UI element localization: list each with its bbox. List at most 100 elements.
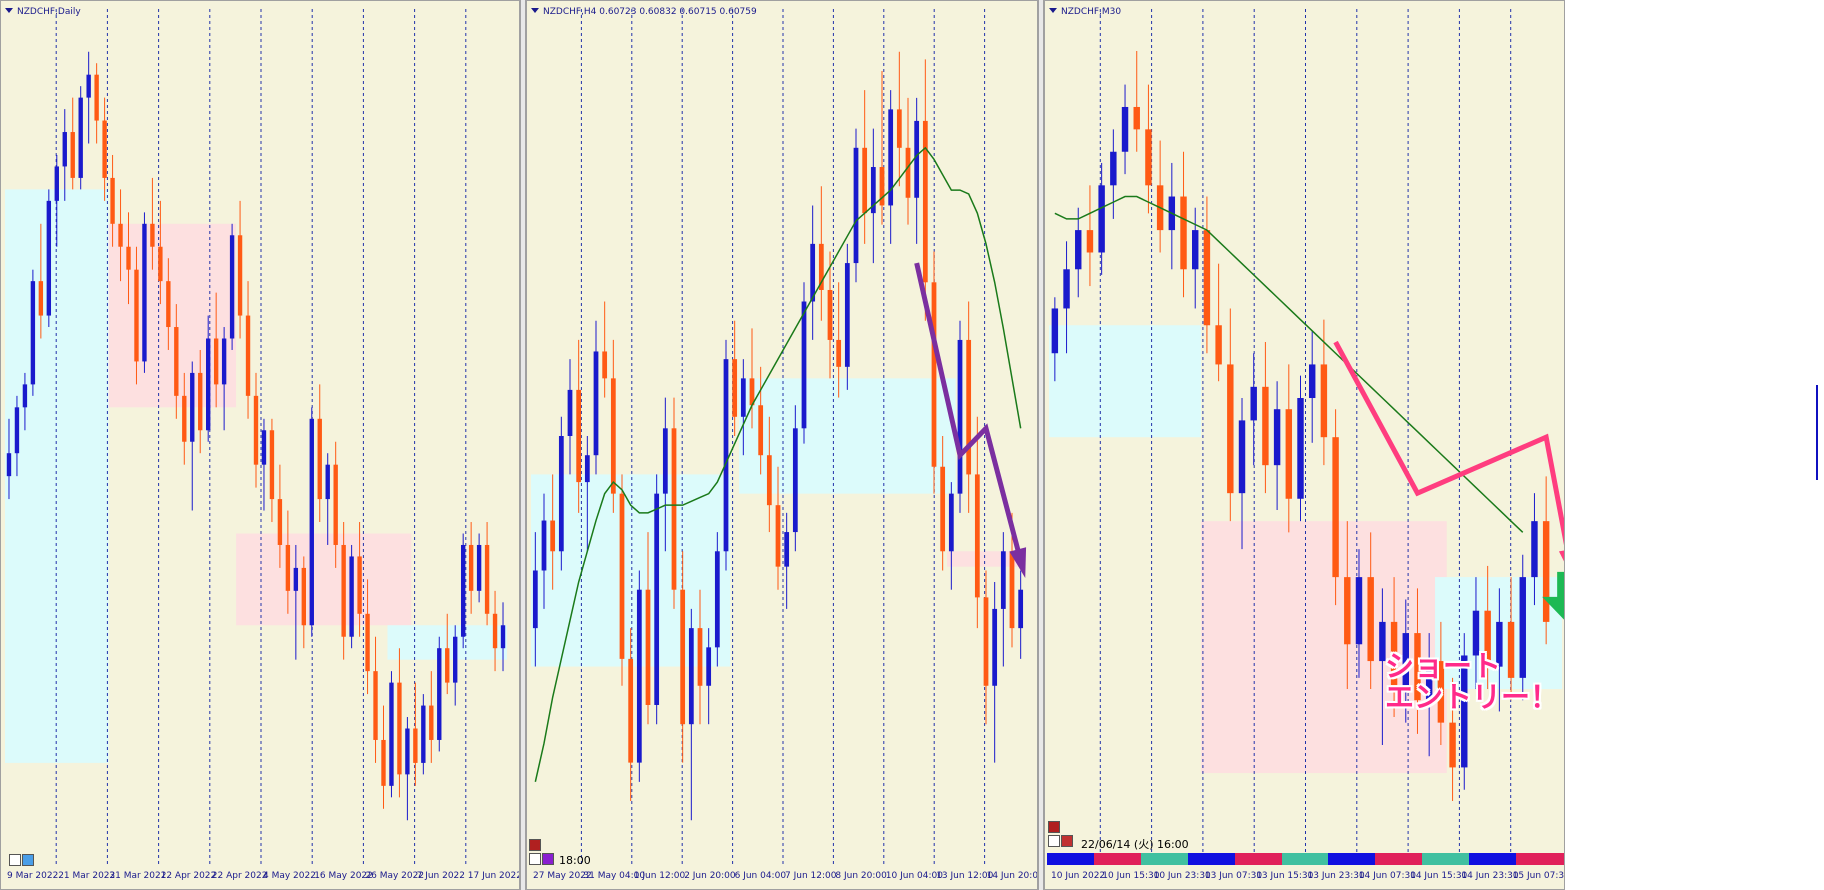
- candle-body: [1018, 589, 1024, 629]
- candle-body: [429, 705, 434, 740]
- candle-body: [70, 132, 75, 178]
- candle-body: [888, 109, 894, 206]
- candle-body: [293, 567, 299, 591]
- candle-body: [784, 532, 790, 567]
- candle-body: [914, 120, 920, 198]
- chart-panel-daily[interactable]: NZDCHF,Daily 9 Mar 2022 21 Mar 2022 31 Mar…: [0, 0, 520, 890]
- x-tick-label: 7 Jun 2022: [416, 871, 466, 881]
- candle-body: [285, 544, 291, 591]
- x-tick-label: 10 Jun 15:30: [1102, 871, 1160, 881]
- candle-body: [102, 120, 107, 178]
- candle-body: [277, 499, 283, 545]
- h4-chart-title: NZDCHF,H4 0.60723 0.60832 0.60715 0.6075…: [531, 7, 757, 17]
- candle-body: [301, 567, 307, 626]
- m30-color-button[interactable]: [1061, 835, 1073, 847]
- m30-time-label: 22/06/14 (火) 16:00: [1081, 838, 1189, 851]
- candle-body: [78, 97, 83, 178]
- chart-panel-m30[interactable]: NZDCHF,M30 10 Jun 2022 10 Jun 15:30 10 Jun…: [1044, 0, 1565, 890]
- m30-object-button[interactable]: [1048, 835, 1060, 847]
- candle-body: [1320, 364, 1328, 438]
- candle-body: [1098, 185, 1105, 253]
- candle-body: [1542, 521, 1550, 622]
- candle-body: [333, 464, 338, 545]
- candle-body: [862, 147, 868, 214]
- candle-body: [1379, 621, 1386, 662]
- x-tick-label: 12 Apr 2022: [160, 871, 217, 881]
- x-tick-label: 15 Jun 07:30: [1512, 871, 1565, 881]
- panel-separator[interactable]: [520, 0, 526, 890]
- candle-body: [1051, 308, 1059, 354]
- candle-body: [1437, 661, 1445, 723]
- candle-body: [619, 493, 625, 659]
- candle-body: [30, 281, 36, 385]
- candle-body: [662, 428, 668, 494]
- x-tick-label: 9 Mar 2022: [7, 871, 59, 881]
- candle-body: [567, 389, 573, 436]
- scroll-indicator[interactable]: [1816, 385, 1818, 480]
- supply-zone: [1201, 521, 1447, 774]
- x-tick-label: 13 Jun 15:30: [1256, 871, 1314, 881]
- candle-body: [1367, 577, 1374, 662]
- candle-body: [714, 551, 720, 648]
- candle-body: [118, 223, 123, 247]
- h4-color-button[interactable]: [542, 853, 554, 865]
- candle-body: [492, 613, 498, 649]
- trend-arrow-line: [1333, 340, 1564, 546]
- candle-body: [94, 74, 99, 121]
- candle-body: [341, 544, 346, 637]
- candle-body: [309, 418, 314, 626]
- candle-body: [1227, 364, 1234, 494]
- candle-body: [468, 544, 474, 591]
- x-tick-label: 2 Jun 20:00: [684, 871, 736, 881]
- m30-minimize-button[interactable]: [1048, 821, 1060, 833]
- candle-body: [1215, 325, 1222, 365]
- candle-body: [445, 648, 450, 683]
- session-segment: [1140, 853, 1189, 865]
- x-tick-label: 16 May 2022: [314, 871, 373, 881]
- candle-body: [134, 269, 139, 362]
- candle-body: [261, 430, 267, 465]
- candle-body: [126, 246, 131, 270]
- candle-body: [654, 493, 660, 705]
- x-tick-label: 14 Jun 23:30: [1461, 871, 1519, 881]
- candle-body: [680, 589, 686, 725]
- candle-body: [1484, 610, 1491, 667]
- candle-body: [1075, 230, 1082, 270]
- candle-body: [706, 647, 712, 686]
- h4-object-button[interactable]: [529, 853, 541, 865]
- candle-body: [940, 466, 946, 552]
- x-tick-label: 1 Jun 12:00: [633, 871, 686, 881]
- candle-body: [758, 405, 764, 456]
- candle-body: [381, 739, 386, 786]
- panel-separator[interactable]: [1038, 0, 1044, 890]
- candle-body: [245, 315, 251, 396]
- candle-body: [844, 263, 850, 367]
- candle-body: [992, 608, 998, 686]
- session-segment: [1469, 853, 1518, 865]
- x-tick-label: 10 Jun 2022: [1051, 871, 1106, 881]
- h4-minimize-button[interactable]: [529, 839, 541, 851]
- moving-average-line: [1054, 195, 1524, 533]
- x-tick-label: 14 Jun 20:00: [986, 871, 1038, 881]
- candle-body: [671, 428, 677, 590]
- candle-body: [213, 338, 219, 385]
- m30-chart-title: NZDCHF,M30: [1049, 7, 1121, 17]
- candle-body: [1063, 269, 1070, 309]
- candle-body: [62, 132, 67, 167]
- candle-body: [593, 351, 599, 456]
- x-tick-label: 13 Jun 07:30: [1204, 871, 1263, 881]
- chart-panel-h4[interactable]: NZDCHF,H4 0.60723 0.60832 0.60715 0.6075…: [526, 0, 1038, 890]
- candle-body: [723, 359, 729, 552]
- session-segment: [1516, 853, 1564, 865]
- daily-object-button[interactable]: [9, 854, 21, 866]
- x-tick-label: 22 Apr 2022: [211, 871, 268, 881]
- candle-body: [221, 338, 227, 385]
- candle-body: [1496, 621, 1503, 667]
- session-segment: [1422, 853, 1471, 865]
- candle-body: [1110, 151, 1117, 186]
- candle-body: [636, 589, 642, 763]
- daily-color-button[interactable]: [22, 854, 34, 866]
- candle-body: [1507, 621, 1515, 678]
- candle-body: [86, 74, 91, 98]
- candle-body: [182, 395, 187, 442]
